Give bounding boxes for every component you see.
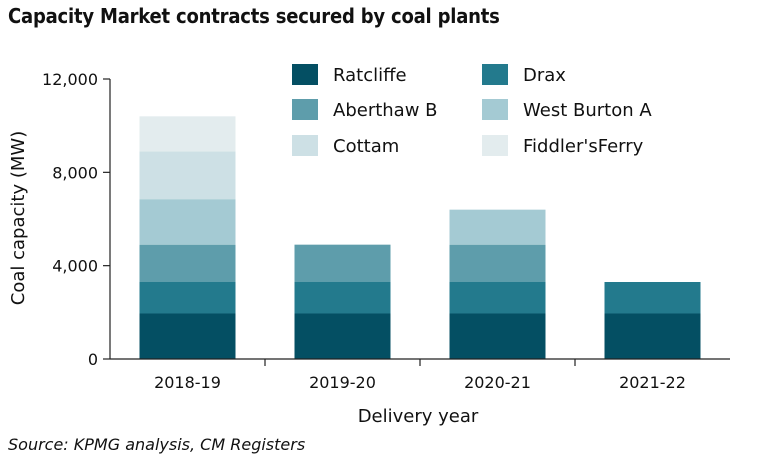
x-tick-label: 2020-21 — [464, 373, 531, 392]
legend-swatch — [482, 135, 508, 156]
x-tick-label: 2019-20 — [309, 373, 376, 392]
y-tick-label: 8,000 — [52, 163, 98, 182]
bar-segment — [139, 313, 236, 359]
bar-segment — [604, 282, 701, 314]
legend-label: Aberthaw B — [333, 100, 438, 121]
legend-label: Cottam — [333, 136, 399, 157]
legend-label: West Burton A — [523, 100, 652, 121]
bar-segment — [139, 151, 236, 200]
axes-layer: 0 4,000 8,000 12,000 2018-19 2019-20 2020-21 20… — [42, 70, 730, 392]
bar-segment — [604, 313, 701, 359]
legend-label: Fiddler'sFerry — [523, 136, 644, 157]
source-note: Source: KPMG analysis, CM Registers — [8, 435, 306, 454]
legend-label: Ratcliffe — [333, 65, 407, 86]
x-tick-label: 2021-22 — [619, 373, 686, 392]
y-tick-label: 0 — [88, 350, 98, 369]
bar-segment — [294, 313, 391, 359]
bar-segment — [139, 244, 236, 282]
legend-swatch — [292, 99, 318, 120]
y-tick-label: 12,000 — [42, 70, 98, 89]
bar-segment — [139, 199, 236, 245]
bar-segment — [449, 209, 546, 245]
bar-segment — [449, 244, 546, 282]
x-tick-label: 2018-19 — [154, 373, 221, 392]
bar-segment — [294, 282, 391, 314]
x-axis-label: Delivery year — [358, 406, 479, 427]
chart-title: Capacity Market contracts secured by coa… — [8, 4, 500, 28]
bar-segment — [139, 282, 236, 314]
legend-swatch — [292, 135, 318, 156]
legend-swatch — [482, 64, 508, 85]
bars-layer — [139, 116, 701, 359]
bar-segment — [294, 244, 391, 282]
bar-segment — [449, 282, 546, 314]
legend-swatch — [292, 64, 318, 85]
bar-segment — [449, 313, 546, 359]
legend-swatch — [482, 99, 508, 120]
y-tick-label: 4,000 — [52, 257, 98, 276]
bar-segment — [139, 116, 236, 152]
legend-label: Drax — [523, 65, 566, 86]
y-axis-label: Coal capacity (MW) — [8, 131, 29, 305]
legend: Ratcliffe Drax Aberthaw B West Burton A Cott… — [292, 64, 652, 157]
